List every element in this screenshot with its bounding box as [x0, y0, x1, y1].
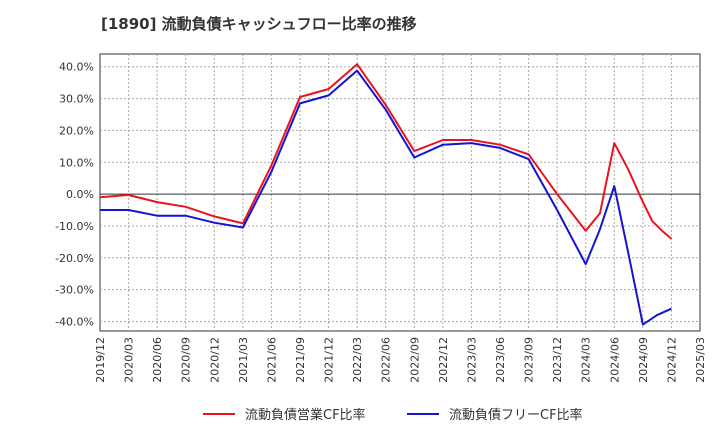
- x-tick-label: 2023/06: [494, 337, 507, 383]
- y-tick-label: 10.0%: [59, 156, 94, 169]
- legend-swatch-operating-cf: [203, 412, 235, 415]
- series-line-operating-cf: [99, 63, 673, 240]
- y-tick-label: 20.0%: [59, 124, 94, 137]
- y-tick-label: -10.0%: [55, 220, 94, 233]
- x-axis-ticks: 2019/12 2020/03 2020/06 2020/09 2020/12 2021/…: [94, 337, 707, 383]
- x-tick-label: 2022/03: [351, 337, 364, 383]
- x-tick-label: 2022/12: [437, 337, 450, 383]
- legend-item-operating-cf: 流動負債営業CF比率: [203, 404, 366, 423]
- y-tick-label: 40.0%: [59, 61, 94, 74]
- x-tick-label: 2024/12: [665, 337, 678, 383]
- chart-title: [1890] 流動負債キャッシュフロー比率の推移: [101, 15, 417, 33]
- y-tick-label: -40.0%: [55, 315, 94, 328]
- x-tick-label: 2020/06: [151, 337, 164, 383]
- x-tick-label: 2022/06: [380, 337, 393, 383]
- y-tick-label: -30.0%: [55, 284, 94, 297]
- x-tick-label: 2024/03: [580, 337, 593, 383]
- x-tick-label: 2022/09: [408, 337, 421, 383]
- x-tick-label: 2021/03: [237, 337, 250, 383]
- x-tick-label: 2023/09: [523, 337, 536, 383]
- x-tick-label: 2024/09: [637, 337, 650, 383]
- series-lines: [99, 63, 673, 326]
- x-tick-label: 2025/03: [694, 337, 707, 383]
- y-tick-label: 0.0%: [66, 188, 94, 201]
- y-axis-ticks: 40.0% 30.0% 20.0% 10.0% 0.0% -10.0% -20.0% -30.…: [55, 61, 94, 329]
- x-tick-label: 2023/12: [551, 337, 564, 383]
- x-tick-label: 2024/06: [608, 337, 621, 383]
- x-tick-label: 2020/09: [180, 337, 193, 383]
- x-tick-label: 2023/03: [465, 337, 478, 383]
- x-tick-label: 2021/09: [294, 337, 307, 383]
- y-tick-label: 30.0%: [59, 93, 94, 106]
- legend: 流動負債営業CF比率 流動負債フリーCF比率: [0, 404, 720, 428]
- x-tick-label: 2019/12: [94, 337, 107, 383]
- x-tick-label: 2021/12: [323, 337, 336, 383]
- grid-lines: [100, 54, 700, 331]
- x-tick-label: 2020/12: [208, 337, 221, 383]
- legend-swatch-free-cf: [407, 412, 439, 415]
- y-tick-label: -20.0%: [55, 252, 94, 265]
- x-tick-label: 2021/06: [265, 337, 278, 383]
- series-line-free-cf: [100, 69, 672, 326]
- legend-label-operating-cf: 流動負債営業CF比率: [245, 408, 366, 423]
- x-tick-label: 2020/03: [123, 337, 136, 383]
- plot-area: [99, 53, 701, 332]
- legend-label-free-cf: 流動負債フリーCF比率: [449, 408, 583, 423]
- legend-item-free-cf: 流動負債フリーCF比率: [407, 404, 583, 423]
